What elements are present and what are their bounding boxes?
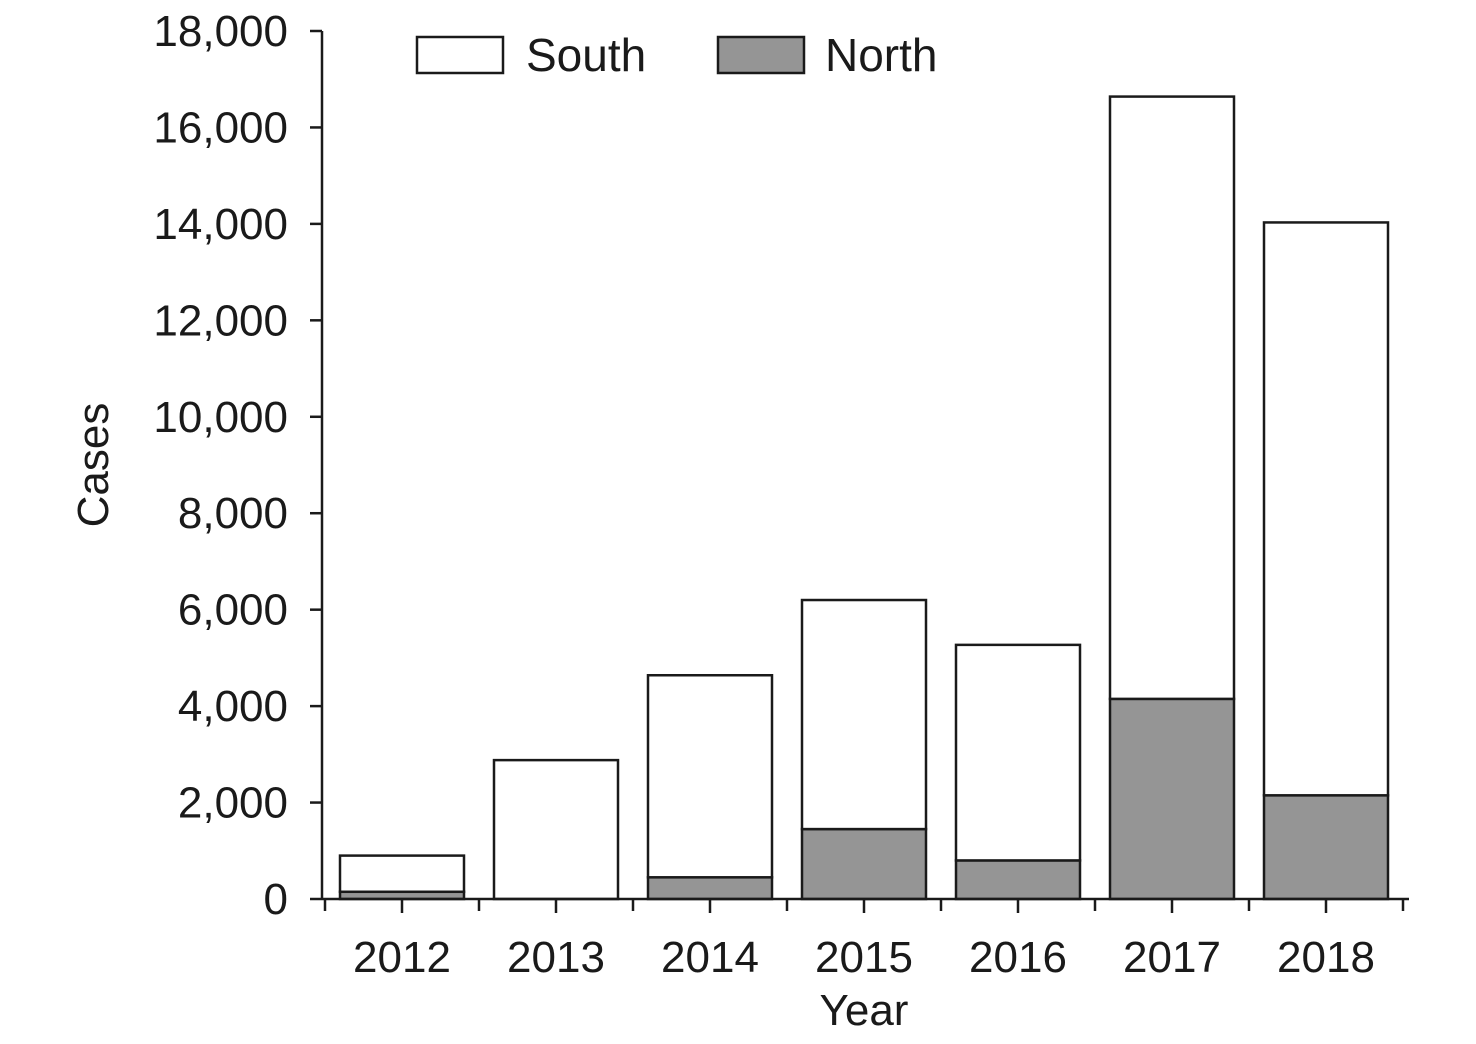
x-tick-label: 2015 [815,933,913,982]
y-tick-label: 4,000 [178,682,288,731]
bar-south-2012 [338,854,466,894]
bar-north-2018 [1262,794,1390,901]
x-tick-label: 2012 [353,933,451,982]
y-tick-label: 18,000 [153,7,288,56]
bar-north-2015 [800,827,928,901]
y-tick-label: 14,000 [153,200,288,249]
bar-north-2016 [954,859,1082,901]
x-tick-label: 2017 [1123,933,1221,982]
x-tick-label: 2014 [661,933,759,982]
y-axis-label: Cases [69,403,118,528]
bar-south-2015 [800,598,928,831]
y-tick-label: 6,000 [178,586,288,635]
x-axis-label: Year [820,986,909,1035]
legend-swatch-north [716,35,806,75]
bars-layer [338,95,1390,901]
axes-layer: 0 2,000 4,000 6,000 8,000 10,000 12,000 14,000 1… [153,7,1409,982]
legend-swatch-south [415,35,505,75]
y-tick-label: 8,000 [178,489,288,538]
x-tick-label: 2018 [1277,933,1375,982]
y-tick-label: 16,000 [153,103,288,152]
bar-south-2018 [1262,221,1390,797]
bar-south-2014 [646,673,774,879]
y-tick-label: 0 [264,875,288,924]
x-tick-label: 2016 [969,933,1067,982]
y-tick-label: 2,000 [178,779,288,828]
bar-south-2016 [954,643,1082,862]
x-tick-label: 2013 [507,933,605,982]
bar-south-2013 [492,758,620,901]
bar-south-2017 [1108,95,1236,701]
y-tick-label: 10,000 [153,393,288,442]
legend-label-north: North [825,29,937,81]
legend: South North [415,29,937,81]
legend-label-south: South [526,29,646,81]
bar-north-2017 [1108,697,1236,901]
bar-north-2014 [646,876,774,901]
y-tick-label: 12,000 [153,296,288,345]
